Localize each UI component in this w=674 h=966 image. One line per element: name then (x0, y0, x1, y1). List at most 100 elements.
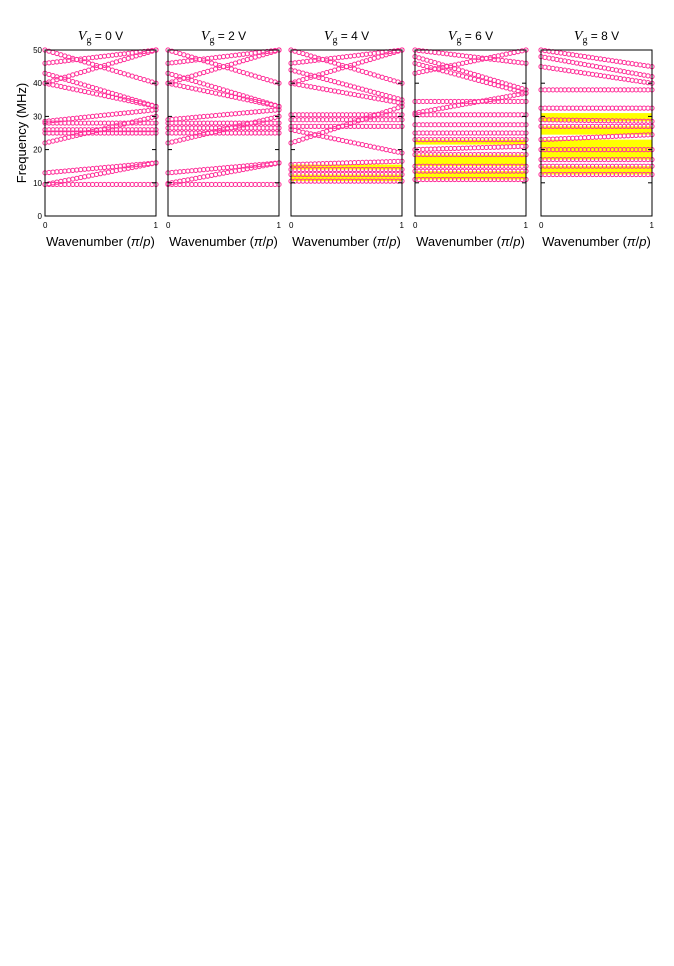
panel-4: 0 1 Wavenumber (π/p) Vg = 8 V (538, 29, 655, 249)
band-10 (538, 54, 655, 80)
x-label-part: π (501, 234, 510, 249)
band-14 (412, 47, 529, 66)
band-point (224, 169, 231, 176)
y-tick-label: 10 (33, 179, 42, 188)
band-point (197, 174, 203, 181)
x-axis-label: Wavenumber (π/p) (416, 234, 525, 249)
x-label-part: Wavenumber ( (416, 234, 501, 249)
band-8 (412, 112, 529, 118)
x-label-part: Wavenumber ( (542, 234, 627, 249)
band-6 (42, 107, 159, 124)
x-label-part: ) (521, 234, 525, 249)
title-value: = 8 V (587, 29, 619, 43)
band-gap-1 (541, 139, 652, 160)
title-variable: V (201, 29, 211, 44)
x-label-part: ) (151, 234, 155, 249)
band-point (212, 172, 219, 178)
plot-frame (540, 49, 653, 217)
band-gap-0 (291, 174, 402, 182)
band-2 (288, 166, 405, 173)
x-tick-label: 1 (277, 221, 282, 230)
title-variable: V (324, 29, 334, 44)
plot-frame (414, 49, 527, 217)
x-label-part: p (265, 234, 273, 249)
band-point (185, 177, 191, 183)
panel-0: 0 10 20 30 40 50 0 1 Wavenumber (π/p) Vg = 0 V (33, 29, 159, 249)
band-9 (42, 113, 159, 146)
band-6 (288, 117, 405, 123)
band-12 (412, 54, 529, 93)
y-tick-label: 0 (38, 212, 43, 221)
band-3 (42, 130, 159, 136)
band-5 (538, 123, 655, 129)
x-label-part: ) (397, 234, 401, 249)
band-0 (538, 171, 655, 178)
panel-2: 0 1 Wavenumber (π/p) Vg = 4 V (288, 29, 405, 249)
band-point (189, 176, 195, 182)
y-axis-label: Frequency (MHz) (14, 83, 29, 183)
band-gap-2 (541, 126, 652, 135)
band-6 (412, 130, 529, 136)
y-tick-label: 40 (33, 79, 42, 88)
title-value: = 6 V (461, 29, 493, 43)
x-tick-label: 0 (166, 221, 171, 230)
band-3 (288, 158, 405, 168)
x-tick-label: 1 (524, 221, 529, 230)
x-axis-label: Wavenumber (π/p) (169, 234, 278, 249)
band-1 (288, 171, 405, 178)
band-7 (538, 105, 655, 111)
band-point (220, 170, 227, 176)
panel-title: Vg = 0 V (78, 29, 123, 46)
title-variable: V (78, 29, 88, 44)
panel-1: 0 1 Wavenumber (π/p) Vg = 2 V (165, 29, 282, 249)
x-label-part: p (638, 234, 646, 249)
band-9 (538, 64, 655, 86)
band-gap-0 (541, 166, 652, 175)
x-label-part: π (377, 234, 386, 249)
title-subscript: g (582, 35, 587, 46)
band-point (193, 175, 199, 181)
x-label-part: p (142, 234, 150, 249)
band-point (201, 174, 207, 180)
x-label-part: p (512, 234, 520, 249)
x-label-part: p (388, 234, 396, 249)
band-point (216, 171, 223, 177)
title-subscript: g (332, 35, 337, 46)
panel-title: Vg = 8 V (574, 29, 619, 46)
title-subscript: g (209, 35, 214, 46)
x-label-part: Wavenumber ( (169, 234, 254, 249)
x-label-part: / (263, 234, 267, 249)
y-tick-label: 20 (33, 146, 42, 155)
panel-title: Vg = 2 V (201, 29, 246, 46)
x-tick-label: 0 (289, 221, 294, 230)
band-7 (165, 80, 282, 110)
x-tick-label: 1 (154, 221, 159, 230)
title-subscript: g (86, 35, 91, 46)
x-axis-label: Wavenumber (π/p) (542, 234, 651, 249)
x-label-part: ) (274, 234, 278, 249)
x-tick-label: 0 (43, 221, 48, 230)
panel-title: Vg = 6 V (448, 29, 493, 46)
band-2 (165, 160, 282, 176)
band-13 (412, 47, 529, 76)
x-label-part: / (386, 234, 390, 249)
x-axis-label: Wavenumber (π/p) (292, 234, 401, 249)
x-tick-label: 1 (400, 221, 405, 230)
x-tick-label: 0 (413, 221, 418, 230)
x-label-part: / (510, 234, 514, 249)
band-4 (412, 143, 529, 153)
band-9 (165, 113, 282, 146)
band-11 (538, 47, 655, 70)
band-6 (538, 117, 655, 124)
band-5 (412, 137, 529, 143)
band-7 (42, 80, 159, 110)
band-point (228, 169, 235, 175)
band-11 (412, 60, 529, 96)
plot-frame (290, 49, 403, 217)
band-point (205, 173, 211, 179)
band-12 (288, 47, 405, 86)
x-label-part: π (254, 234, 263, 249)
x-axis-label: Wavenumber (π/p) (46, 234, 155, 249)
x-label-part: ) (647, 234, 651, 249)
band-8 (288, 103, 405, 146)
